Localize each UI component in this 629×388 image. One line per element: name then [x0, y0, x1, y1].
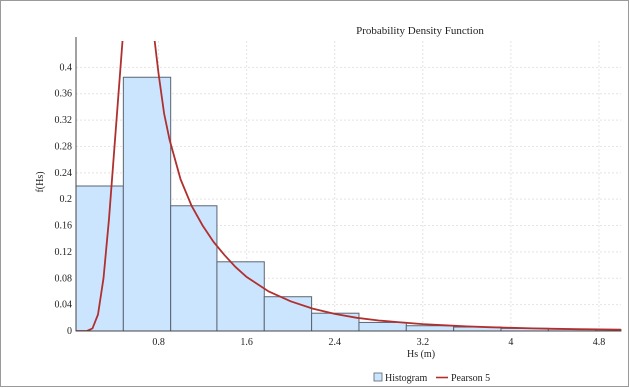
y-tick-label: 0.24: [55, 168, 73, 179]
x-tick-label: 4: [508, 337, 513, 348]
y-tick-label: 0.08: [55, 273, 73, 284]
x-tick-label: 4.8: [593, 337, 606, 348]
histogram-bar: [311, 312, 360, 332]
y-tick-label: 0.2: [60, 194, 73, 205]
histogram-bar: [358, 321, 407, 332]
y-tick-label: 0: [67, 326, 72, 337]
legend-histogram-swatch: [373, 372, 383, 382]
legend-histogram-label: Histogram: [385, 373, 427, 384]
x-tick-label: 0.8: [152, 337, 165, 348]
histogram-bar: [263, 296, 313, 332]
chart-title: Probability Density Function: [356, 25, 484, 37]
y-tick-label: 0.36: [55, 89, 73, 100]
axes: [75, 37, 621, 332]
histogram-bar: [122, 76, 172, 332]
y-tick-label: 0.04: [55, 300, 73, 311]
y-axis-label: f(Hs): [35, 171, 46, 192]
pearson-curve: [76, 41, 621, 331]
x-tick-labels: 0.8 1.6 2.4 3.2 4 4.8: [152, 337, 605, 348]
y-tick-label: 0.4: [60, 62, 73, 73]
histogram-bar: [405, 325, 455, 332]
x-tick-label: 2.4: [328, 337, 341, 348]
x-tick-label: 3.2: [417, 337, 430, 348]
y-tick-label: 0.32: [55, 115, 73, 126]
y-tick-label: 0.12: [55, 247, 73, 258]
pearson-curve-line: [76, 41, 621, 331]
legend-pearson-label: Pearson 5: [451, 373, 490, 384]
x-axis-label: Hs (m): [407, 349, 435, 360]
x-tick-label: 1.6: [240, 337, 253, 348]
y-tick-label: 0.16: [55, 221, 73, 232]
y-tick-labels: 0 0.04 0.08 0.12 0.16 0.2 0.24 0.28 0.32 0.36 0.4: [55, 62, 73, 337]
histogram-bar: [170, 205, 218, 332]
histogram-bars: [75, 76, 622, 332]
y-tick-label: 0.28: [55, 141, 73, 152]
legend: Histogram Pearson 5: [373, 372, 490, 384]
